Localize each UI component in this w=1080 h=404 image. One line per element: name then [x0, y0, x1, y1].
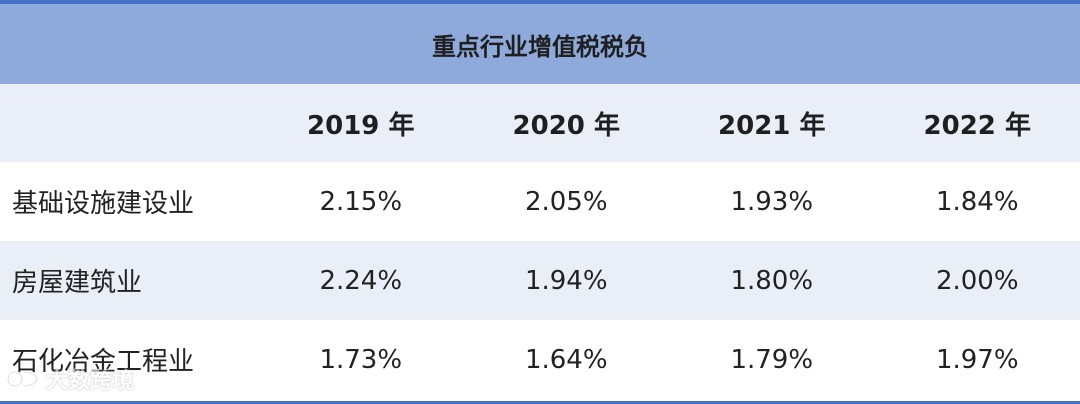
- table-cell: 1.84%: [935, 186, 1019, 217]
- table-cell: 1.73%: [319, 344, 403, 375]
- table-header-row: 2019 年 2020 年 2021 年 2022 年: [0, 84, 1080, 162]
- header-year-2022: 2022 年: [923, 110, 1031, 141]
- table-cell: 1.97%: [935, 344, 1019, 375]
- table-row: 石化冶金工程业 1.73% 1.64% 1.79% 1.97%: [0, 320, 1080, 399]
- table-cell: 1.80%: [730, 265, 814, 296]
- row-label: 石化冶金工程业: [12, 347, 195, 377]
- table-cell: 1.93%: [730, 186, 814, 217]
- table-cell: 1.94%: [524, 265, 608, 296]
- table-cell: 2.24%: [319, 265, 403, 296]
- row-label: 房屋建筑业: [12, 268, 143, 298]
- watermark: 大数跨境: [6, 363, 134, 395]
- table-cell: 2.00%: [935, 265, 1019, 296]
- header-year-2020: 2020 年: [512, 110, 620, 141]
- watermark-logo-icon: [6, 370, 39, 388]
- table-cell: 1.79%: [730, 344, 814, 375]
- table-cell: 2.05%: [524, 186, 608, 217]
- table-row: 基础设施建设业 2.15% 2.05% 1.93% 1.84%: [0, 162, 1080, 241]
- row-label: 基础设施建设业: [12, 189, 195, 219]
- table-title: 重点行业增值税税负: [0, 4, 1080, 84]
- header-year-2021: 2021 年: [718, 110, 826, 141]
- table-cell: 1.64%: [524, 344, 608, 375]
- header-year-2019: 2019 年: [307, 110, 415, 141]
- watermark-text: 大数跨境: [46, 369, 135, 394]
- table-cell: 2.15%: [319, 186, 403, 217]
- table-row: 房屋建筑业 2.24% 1.94% 1.80% 2.00%: [0, 241, 1080, 320]
